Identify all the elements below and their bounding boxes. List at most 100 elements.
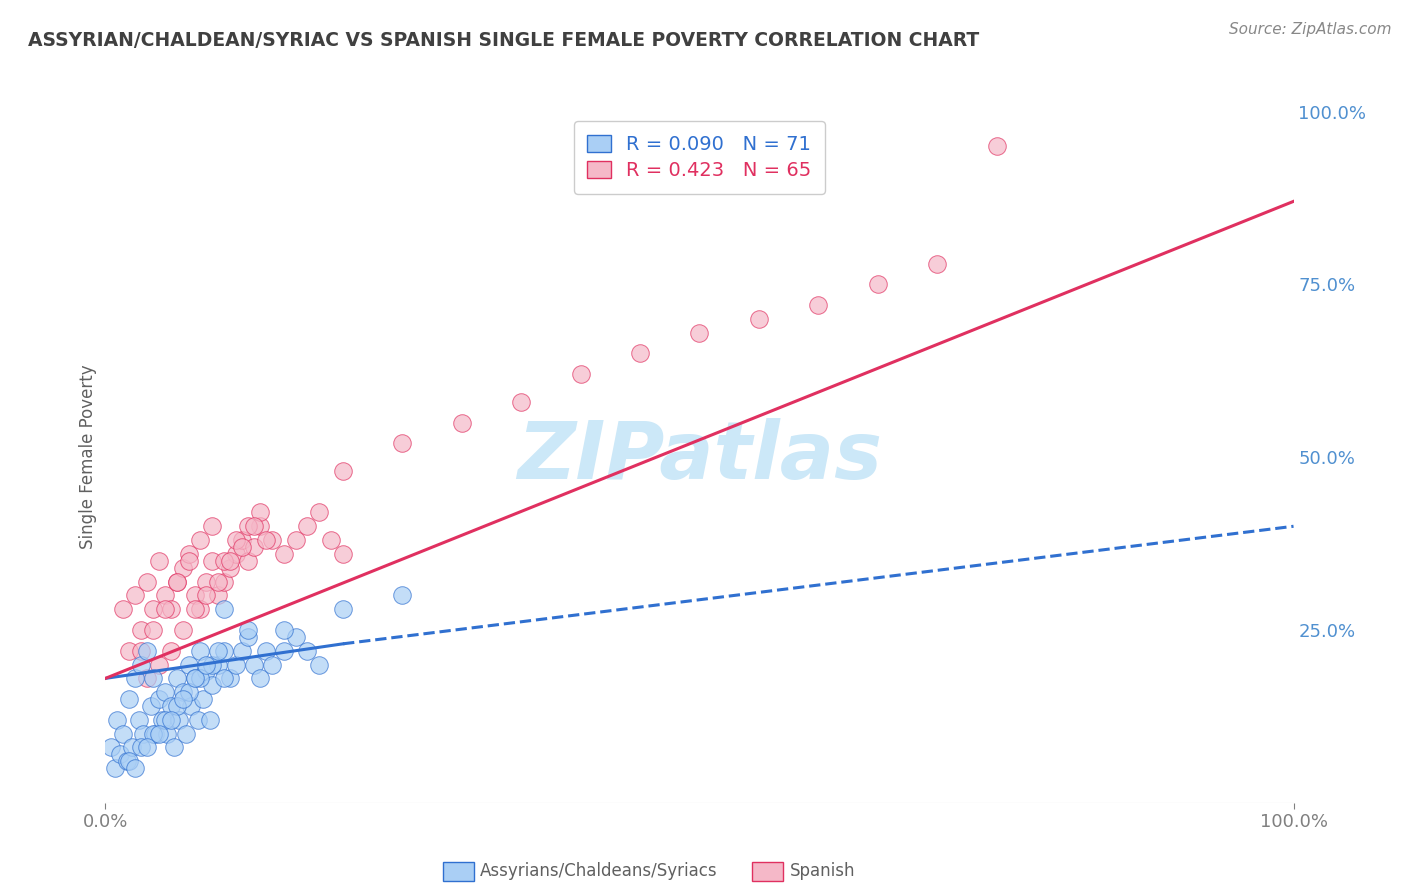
Point: [254, 644, 277, 658]
Point: [183, 672, 205, 686]
Point: [297, 519, 319, 533]
Point: [308, 505, 330, 519]
Point: [136, 672, 159, 686]
Point: [153, 685, 176, 699]
Point: [190, 602, 212, 616]
Point: [628, 346, 651, 360]
Point: [124, 672, 146, 686]
Point: [273, 644, 295, 658]
Point: [689, 326, 711, 340]
Point: [115, 755, 138, 769]
Point: [231, 540, 253, 554]
Point: [152, 713, 174, 727]
Point: [148, 554, 170, 568]
Point: [177, 554, 200, 568]
Point: [273, 547, 295, 561]
Text: ZIPatlas: ZIPatlas: [517, 418, 882, 496]
Point: [332, 602, 354, 616]
Point: [183, 589, 205, 603]
Point: [172, 685, 194, 699]
Point: [214, 574, 236, 589]
Point: [148, 692, 170, 706]
Point: [236, 554, 259, 568]
Point: [391, 436, 413, 450]
Point: [260, 657, 283, 672]
Point: [124, 589, 146, 603]
Point: [207, 644, 229, 658]
Point: [243, 519, 266, 533]
Point: [118, 644, 141, 658]
Point: [132, 726, 155, 740]
Point: [129, 740, 152, 755]
Point: [807, 298, 830, 312]
Point: [207, 657, 229, 672]
Point: [174, 726, 197, 740]
Text: Source: ZipAtlas.com: Source: ZipAtlas.com: [1229, 22, 1392, 37]
Point: [129, 623, 152, 637]
Point: [214, 672, 236, 686]
Point: [866, 277, 889, 292]
Point: [143, 726, 166, 740]
Point: [201, 657, 224, 672]
Point: [308, 657, 330, 672]
Point: [236, 623, 259, 637]
Point: [142, 726, 165, 740]
Point: [177, 547, 200, 561]
Point: [219, 561, 242, 575]
Point: [183, 602, 205, 616]
Point: [748, 312, 770, 326]
Point: [153, 602, 176, 616]
Point: [105, 713, 128, 727]
Point: [190, 672, 212, 686]
Point: [201, 519, 224, 533]
Point: [569, 368, 592, 382]
Point: [153, 713, 176, 727]
Point: [219, 672, 242, 686]
Point: [118, 692, 141, 706]
Point: [231, 533, 253, 548]
Point: [284, 533, 307, 548]
Point: [172, 561, 194, 575]
Point: [332, 547, 354, 561]
Point: [214, 602, 236, 616]
Point: [986, 139, 1008, 153]
Point: [236, 630, 259, 644]
Point: [180, 699, 202, 714]
Point: [332, 464, 354, 478]
Point: [121, 740, 143, 755]
Point: [153, 589, 176, 603]
Point: [128, 713, 150, 727]
Point: [148, 657, 170, 672]
Point: [243, 657, 266, 672]
Text: Assyrians/Chaldeans/Syriacs: Assyrians/Chaldeans/Syriacs: [479, 863, 717, 880]
Point: [925, 257, 948, 271]
Point: [118, 755, 141, 769]
Point: [191, 692, 214, 706]
Point: [108, 747, 131, 762]
Point: [172, 623, 194, 637]
Point: [172, 692, 194, 706]
Point: [284, 630, 307, 644]
Point: [195, 574, 218, 589]
Point: [225, 547, 247, 561]
Point: [166, 699, 188, 714]
Point: [187, 713, 209, 727]
Point: [167, 713, 190, 727]
Point: [510, 395, 533, 409]
Point: [166, 672, 188, 686]
Point: [249, 519, 271, 533]
Point: [249, 505, 271, 519]
Point: [156, 726, 179, 740]
Point: [321, 533, 343, 548]
Point: [236, 519, 259, 533]
Y-axis label: Single Female Poverty: Single Female Poverty: [79, 365, 97, 549]
Point: [207, 589, 229, 603]
Point: [254, 533, 277, 548]
Point: [159, 644, 181, 658]
Point: [159, 602, 181, 616]
Text: Spanish: Spanish: [790, 863, 856, 880]
Point: [450, 416, 472, 430]
Point: [142, 602, 165, 616]
Point: [183, 672, 205, 686]
Text: ASSYRIAN/CHALDEAN/SYRIAC VS SPANISH SINGLE FEMALE POVERTY CORRELATION CHART: ASSYRIAN/CHALDEAN/SYRIAC VS SPANISH SING…: [28, 31, 980, 50]
